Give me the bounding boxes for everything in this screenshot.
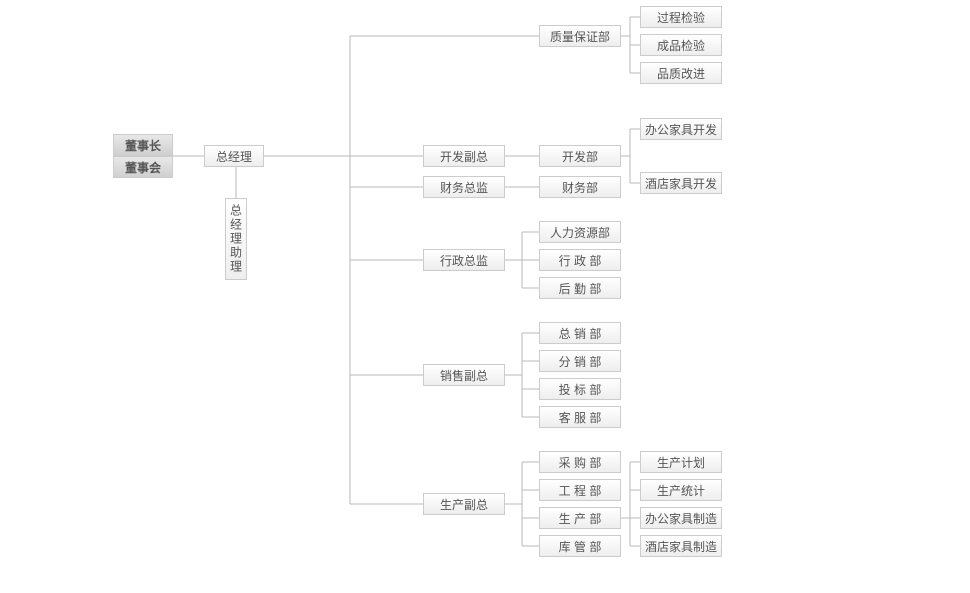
node-logistics: 后 勤 部	[539, 277, 621, 299]
node-sales_cs: 客 服 部	[539, 406, 621, 428]
node-prod_stat: 生产统计	[640, 479, 722, 501]
node-qa_dept: 质量保证部	[539, 25, 621, 47]
node-fin_dir: 财务总监	[423, 176, 505, 198]
node-gm_assist: 总经理助理	[225, 198, 247, 280]
node-fin_dept: 财务部	[539, 176, 621, 198]
node-hr_dept: 人力资源部	[539, 221, 621, 243]
node-qa_improve: 品质改进	[640, 62, 722, 84]
node-production: 生 产 部	[539, 507, 621, 529]
node-dev_vp: 开发副总	[423, 145, 505, 167]
node-board: 董事会	[113, 156, 173, 178]
node-qa_process: 过程检验	[640, 6, 722, 28]
node-chairman: 董事长	[113, 134, 173, 156]
node-sales_dist: 分 销 部	[539, 350, 621, 372]
node-sales_main: 总 销 部	[539, 322, 621, 344]
node-dev_office: 办公家具开发	[640, 118, 722, 140]
node-warehouse: 库 管 部	[539, 535, 621, 557]
node-admin_dir: 行政总监	[423, 249, 505, 271]
node-admin_dept: 行 政 部	[539, 249, 621, 271]
node-sales_vp: 销售副总	[423, 364, 505, 386]
node-sales_bid: 投 标 部	[539, 378, 621, 400]
node-gm: 总经理	[204, 145, 264, 167]
node-engineering: 工 程 部	[539, 479, 621, 501]
node-dev_hotel: 酒店家具开发	[640, 172, 722, 194]
node-dev_dept: 开发部	[539, 145, 621, 167]
node-qa_product: 成品检验	[640, 34, 722, 56]
node-mfg_office: 办公家具制造	[640, 507, 722, 529]
node-prod_vp: 生产副总	[423, 493, 505, 515]
node-purchase: 采 购 部	[539, 451, 621, 473]
node-prod_plan: 生产计划	[640, 451, 722, 473]
node-mfg_hotel: 酒店家具制造	[640, 535, 722, 557]
